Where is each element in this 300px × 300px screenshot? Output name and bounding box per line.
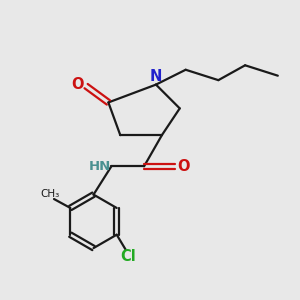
Text: CH₃: CH₃	[41, 189, 60, 199]
Text: HN: HN	[89, 160, 111, 173]
Text: O: O	[177, 159, 190, 174]
Text: N: N	[150, 69, 162, 84]
Text: Cl: Cl	[121, 249, 136, 264]
Text: O: O	[71, 77, 84, 92]
